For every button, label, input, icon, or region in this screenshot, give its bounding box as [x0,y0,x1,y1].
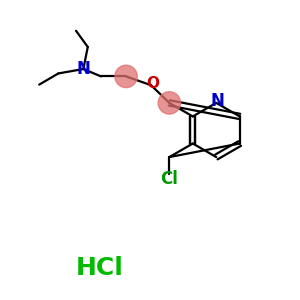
Text: HCl: HCl [76,256,124,280]
Circle shape [158,92,181,114]
Text: Cl: Cl [160,170,178,188]
Text: N: N [211,92,225,110]
Text: N: N [76,60,90,78]
Text: O: O [146,76,159,91]
Circle shape [115,65,137,88]
